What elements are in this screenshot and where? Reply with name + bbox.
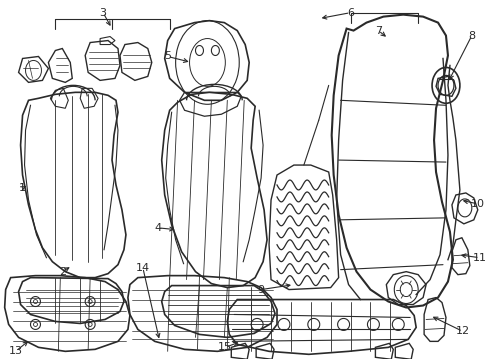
Text: 8: 8	[468, 31, 474, 41]
Text: 14: 14	[136, 263, 150, 273]
Text: 11: 11	[472, 253, 486, 263]
Text: 5: 5	[164, 51, 171, 62]
Text: 1: 1	[19, 183, 26, 193]
Text: 6: 6	[346, 8, 353, 18]
Text: 7: 7	[374, 26, 381, 36]
Text: 13: 13	[9, 346, 22, 356]
Text: 12: 12	[455, 327, 469, 336]
Text: 3: 3	[100, 8, 106, 18]
Text: 9: 9	[257, 284, 264, 294]
Text: 2: 2	[59, 267, 66, 276]
Text: 10: 10	[470, 199, 484, 209]
Text: 15: 15	[218, 342, 232, 352]
Text: 4: 4	[154, 223, 161, 233]
